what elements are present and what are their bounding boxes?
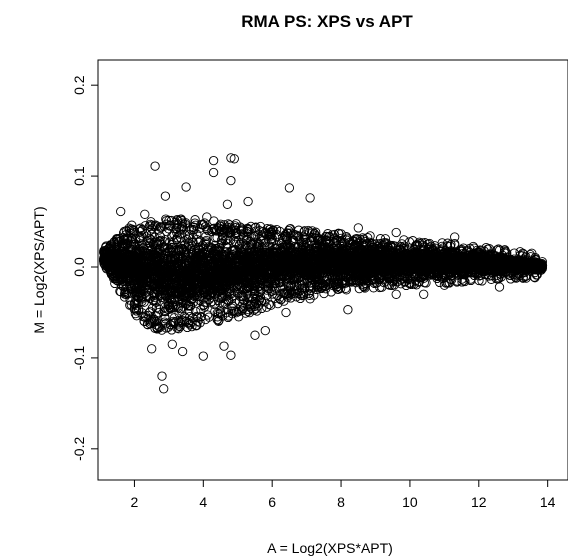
data-point: [165, 237, 175, 247]
x-tick-label: 10: [402, 494, 418, 510]
data-points: [98, 153, 548, 394]
y-tick-label: 0.2: [71, 75, 87, 95]
x-tick-label: 12: [471, 494, 487, 510]
plot-area-frame: [97, 59, 568, 481]
y-tick-label: -0.2: [71, 437, 87, 461]
data-point: [135, 226, 146, 237]
y-tick-label: -0.1: [71, 346, 87, 370]
chart-title: RMA PS: XPS vs APT: [241, 12, 413, 31]
data-point: [176, 306, 187, 316]
y-axis: -0.2 -0.1 0.0 0.1 0.2: [71, 75, 98, 461]
x-tick-label: 2: [131, 494, 139, 510]
data-point: [202, 310, 213, 320]
x-tick-label: 14: [540, 494, 556, 510]
y-tick-label: 0.1: [71, 166, 87, 186]
x-tick-label: 8: [337, 494, 345, 510]
y-tick-label: 0.0: [71, 257, 87, 277]
data-point: [160, 313, 170, 324]
x-axis: 2 4 6 8 10 12 14: [131, 480, 556, 510]
x-tick-label: 4: [199, 494, 207, 510]
x-tick-label: 6: [268, 494, 276, 510]
